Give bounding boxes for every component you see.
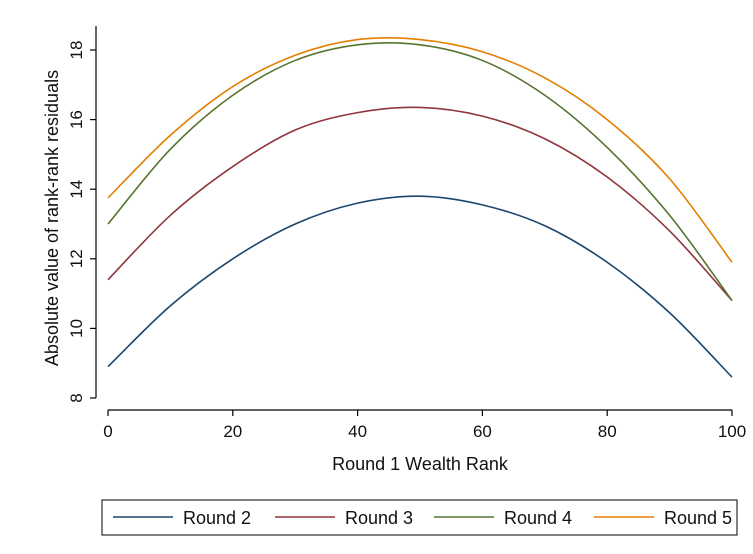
- legend-label-round-3: Round 3: [345, 508, 413, 528]
- legend-label-round-2: Round 2: [183, 508, 251, 528]
- legend-label-round-5: Round 5: [664, 508, 732, 528]
- x-ticks: 0 20 40 60 80 100: [103, 410, 746, 441]
- y-tick-label: 18: [67, 41, 86, 60]
- x-tick-label: 40: [348, 422, 367, 441]
- series-line-round-3: [107, 106, 733, 302]
- x-tick-label: 0: [103, 422, 112, 441]
- x-axis-title: Round 1 Wealth Rank: [332, 454, 509, 474]
- plot-area: [107, 37, 733, 378]
- y-ticks: 8 10 12 14 16 18: [67, 41, 96, 403]
- y-tick-label: 8: [67, 393, 86, 402]
- y-tick-label: 12: [67, 249, 86, 268]
- y-tick-label: 14: [67, 180, 86, 199]
- series-line-round-4: [107, 42, 733, 302]
- y-tick-label: 10: [67, 319, 86, 338]
- series-line-round-2: [107, 195, 733, 378]
- x-tick-label: 100: [718, 422, 746, 441]
- x-tick-label: 20: [223, 422, 242, 441]
- series-line-round-5: [107, 37, 733, 263]
- legend: Round 2 Round 3 Round 4 Round 5: [101, 499, 738, 536]
- legend-label-round-4: Round 4: [504, 508, 572, 528]
- y-axis-title: Absolute value of rank-rank residuals: [42, 70, 62, 366]
- x-tick-label: 60: [473, 422, 492, 441]
- y-tick-label: 16: [67, 110, 86, 129]
- x-tick-label: 80: [598, 422, 617, 441]
